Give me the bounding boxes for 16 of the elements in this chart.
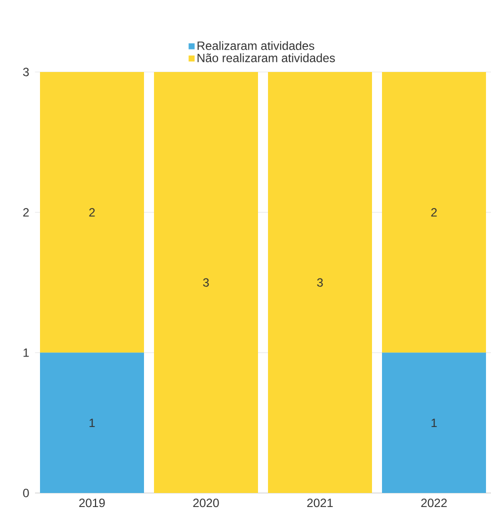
legend-label: Realizaram atividades [198, 41, 314, 50]
x-tick-label: 2022 [421, 498, 447, 508]
legend-label: Não realizaram atividades [198, 53, 335, 62]
data-label: 1 [90, 418, 95, 427]
y-tick-label: 3 [23, 68, 29, 76]
x-tick-label: 2020 [193, 498, 219, 508]
data-label: 2 [89, 208, 95, 217]
data-label: 3 [203, 278, 209, 287]
x-tick-label: 2021 [307, 498, 333, 508]
x-tick-label: 2019 [79, 498, 105, 508]
data-label: 3 [317, 278, 323, 287]
y-tick-label: 2 [23, 208, 29, 217]
y-tick-label: 0 [23, 488, 29, 498]
data-label: 1 [432, 418, 437, 427]
y-tick-label: 1 [24, 348, 29, 357]
data-label: 2 [431, 208, 437, 217]
